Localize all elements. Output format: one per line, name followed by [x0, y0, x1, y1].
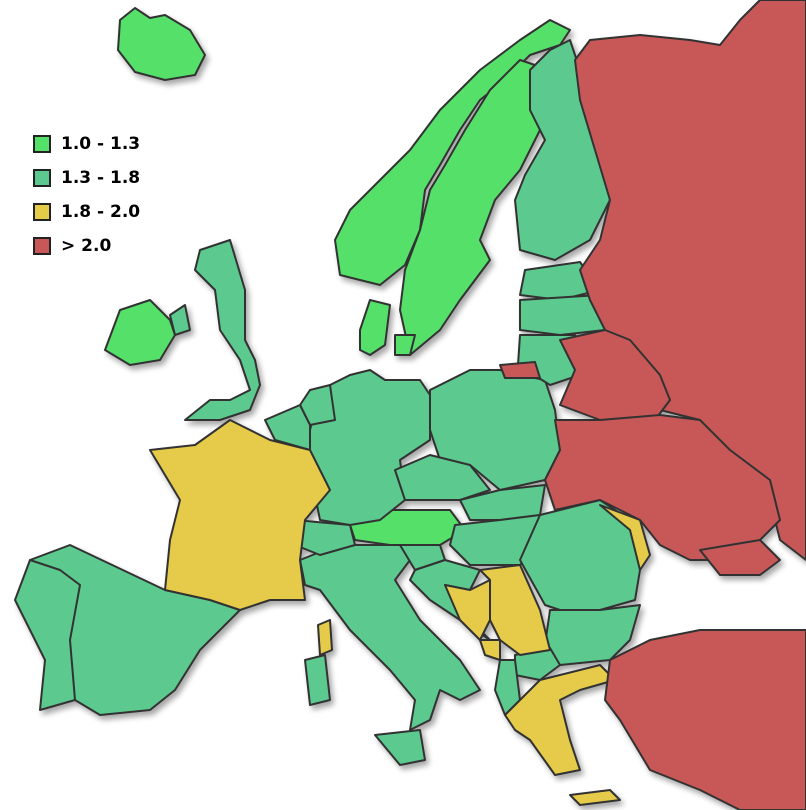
legend-swatch — [33, 203, 51, 221]
legend-item: 1.0 - 1.3 — [33, 127, 140, 161]
region-sardinia — [304, 654, 331, 706]
legend-label: > 2.0 — [61, 236, 112, 256]
region-iceland — [117, 7, 206, 81]
region-uk — [184, 239, 261, 421]
region-kaliningrad — [499, 361, 541, 379]
region-france — [149, 419, 331, 611]
legend-label: 1.3 - 1.8 — [61, 168, 141, 188]
legend-swatch — [33, 135, 51, 153]
region-turkey — [604, 629, 806, 810]
region-denmark — [359, 299, 391, 356]
legend-label: 1.0 - 1.3 — [61, 134, 141, 154]
region-belarus — [559, 329, 671, 421]
region-georgia — [699, 539, 781, 576]
region-serbia — [479, 564, 551, 656]
legend-label: 1.8 - 2.0 — [61, 202, 141, 222]
legend-item: 1.3 - 1.8 — [33, 161, 140, 195]
region-latvia — [519, 294, 606, 336]
region-northern-ireland — [169, 304, 191, 336]
legend: 1.0 - 1.3 1.3 - 1.8 1.8 - 2.0 > 2.0 — [33, 127, 140, 263]
region-belgium — [264, 404, 311, 451]
region-sicily — [374, 729, 426, 766]
region-portugal — [14, 559, 81, 711]
legend-swatch — [33, 237, 51, 255]
region-czechia — [394, 454, 491, 501]
region-montenegro — [479, 639, 501, 661]
legend-item: > 2.0 — [33, 229, 140, 263]
legend-item: 1.8 - 2.0 — [33, 195, 140, 229]
region-denmark-islands — [394, 334, 416, 356]
legend-swatch — [33, 169, 51, 187]
region-corsica — [317, 619, 333, 656]
region-finland — [514, 39, 611, 261]
region-cyprus — [569, 789, 621, 806]
region-netherlands — [299, 384, 336, 426]
region-greece — [504, 664, 616, 776]
region-ireland — [104, 299, 176, 366]
